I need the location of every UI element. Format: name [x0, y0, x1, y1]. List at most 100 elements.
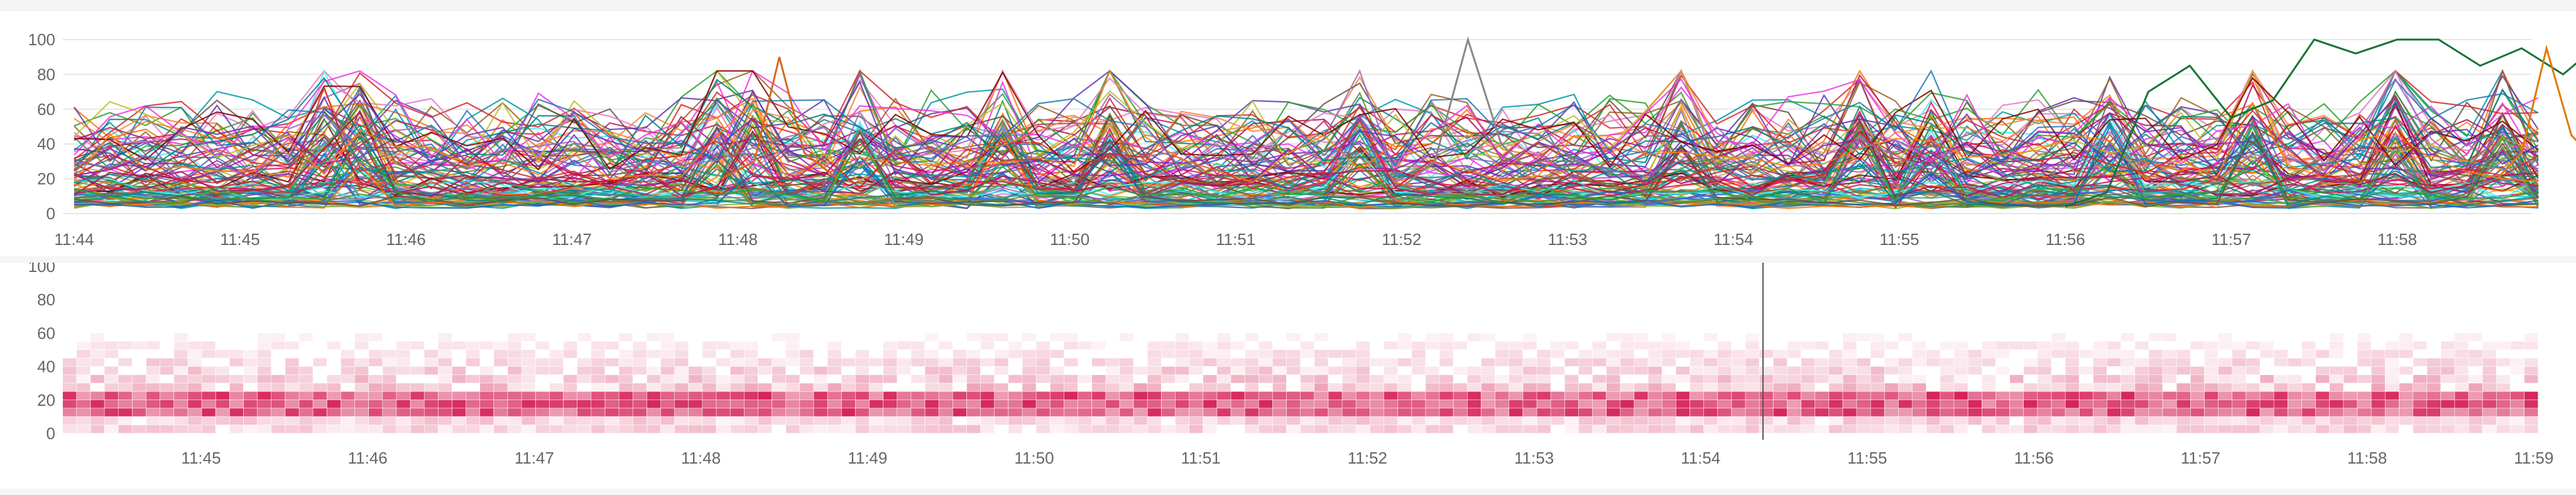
- heatmap-cell: [1843, 416, 1857, 425]
- heatmap-cell: [1161, 425, 1176, 433]
- heatmap-cell: [341, 350, 355, 358]
- heatmap-cell: [1120, 416, 1133, 425]
- heatmap-cell: [2107, 391, 2121, 400]
- heatmap-cell: [1870, 374, 1884, 383]
- heatmap-cell: [1286, 416, 1301, 425]
- heatmap-cell: [1912, 374, 1926, 383]
- heatmap-cell: [1592, 383, 1607, 391]
- heatmap-cell: [354, 408, 369, 416]
- heatmap-cell: [1092, 341, 1106, 350]
- heatmap-cell: [1954, 416, 1968, 425]
- heatmap-cell: [2232, 391, 2246, 400]
- heatmap-cell: [243, 350, 258, 358]
- heatmap-cell: [132, 425, 146, 433]
- heatmap-cell: [104, 425, 118, 433]
- heatmap-cell: [1857, 333, 1870, 342]
- y-tick-label: 60: [37, 100, 55, 119]
- heatmap-cell: [2371, 425, 2385, 433]
- heatmap-cell: [229, 425, 244, 433]
- heatmap-cell: [1384, 366, 1398, 375]
- heatmap-cell: [1120, 366, 1133, 375]
- heatmap-cell: [466, 391, 480, 400]
- heatmap-cell: [188, 358, 202, 366]
- heatmap-cell: [827, 366, 841, 375]
- heatmap-cell: [354, 374, 369, 383]
- heatmap-cell: [800, 408, 814, 416]
- heatmap-cell: [674, 366, 689, 375]
- heatmap-cell: [911, 400, 925, 408]
- heatmap-cell: [2371, 383, 2385, 391]
- heatmap-cell: [1412, 416, 1426, 425]
- heatmap-cell: [90, 416, 104, 425]
- heatmap-cell: [2093, 358, 2107, 366]
- heatmap-cell: [966, 400, 981, 408]
- heatmap-cell: [2051, 350, 2065, 358]
- heatmap-cell: [2413, 358, 2427, 366]
- heatmap-cell: [1995, 416, 2010, 425]
- heatmap-cell: [716, 391, 730, 400]
- heatmap-cell: [535, 366, 550, 375]
- heatmap-cell: [1703, 416, 1718, 425]
- heatmap-cell: [1829, 408, 1843, 416]
- heatmap-cell: [2121, 425, 2135, 433]
- heatmap-cell: [883, 366, 897, 375]
- heatmap-cell: [1926, 350, 1940, 358]
- heatmap-cell: [1787, 341, 1801, 350]
- heatmap-cell: [647, 333, 661, 342]
- heatmap-cell: [1106, 391, 1120, 400]
- heatmap-cell: [549, 408, 564, 416]
- heatmap-cell: [1481, 408, 1495, 416]
- heatmap-cell: [2163, 333, 2176, 342]
- x-tick-label: 11:48: [681, 449, 721, 467]
- heatmap-cell: [438, 425, 452, 433]
- heatmap-cell: [980, 391, 995, 400]
- heatmap-cell: [980, 358, 995, 366]
- heatmap-cell: [744, 400, 758, 408]
- heatmap-cell: [369, 408, 383, 416]
- heatmap-cell: [2065, 416, 2079, 425]
- heatmap-cell: [188, 391, 202, 400]
- heatmap-cell: [1384, 425, 1398, 433]
- heatmap-cell: [1314, 391, 1328, 400]
- heatmap-cell: [1870, 416, 1884, 425]
- heatmap-cell: [146, 341, 160, 350]
- heatmap-cell: [257, 341, 271, 350]
- heatmap-cell: [299, 374, 313, 383]
- heatmap-cell: [1940, 366, 1954, 375]
- heatmap-cell: [494, 350, 508, 358]
- heatmap-cell: [1689, 408, 1704, 416]
- heatmap-cell: [1272, 350, 1287, 358]
- heatmap-cell: [1384, 383, 1398, 391]
- heatmap-cell: [1829, 374, 1843, 383]
- heatmap-cell: [2121, 374, 2135, 383]
- heatmap-cell: [1954, 358, 1968, 366]
- heatmap-cell: [2218, 408, 2232, 416]
- heatmap-cell: [1537, 383, 1551, 391]
- heatmap-cell: [814, 366, 827, 375]
- series-line: [74, 69, 2539, 171]
- heatmap-cell: [1328, 383, 1342, 391]
- heatmap-cell: [1607, 374, 1620, 383]
- heatmap-cell: [2330, 416, 2344, 425]
- heatmap-cell: [1397, 358, 1412, 366]
- heatmap-cell: [1495, 383, 1509, 391]
- heatmap-cell: [174, 408, 188, 416]
- heatmap-cell: [939, 383, 952, 391]
- heatmap-cell: [354, 333, 369, 342]
- heatmap-cell: [1384, 416, 1398, 425]
- heatmap-cell: [508, 333, 521, 342]
- heatmap-cell: [1745, 358, 1759, 366]
- heatmap-cell: [2232, 366, 2246, 375]
- heatmap-cell: [2441, 400, 2455, 408]
- heatmap-cell: [2107, 408, 2121, 416]
- heatmap-cell: [1481, 416, 1495, 425]
- heatmap-cell: [1773, 391, 1787, 400]
- x-tick-label: 11:54: [1713, 230, 1753, 249]
- series-line: [74, 69, 2538, 183]
- heatmap-cell: [2079, 366, 2093, 375]
- heatmap-cell: [2024, 400, 2038, 408]
- heatmap-cell: [2246, 341, 2260, 350]
- heatmap-cell: [633, 400, 647, 408]
